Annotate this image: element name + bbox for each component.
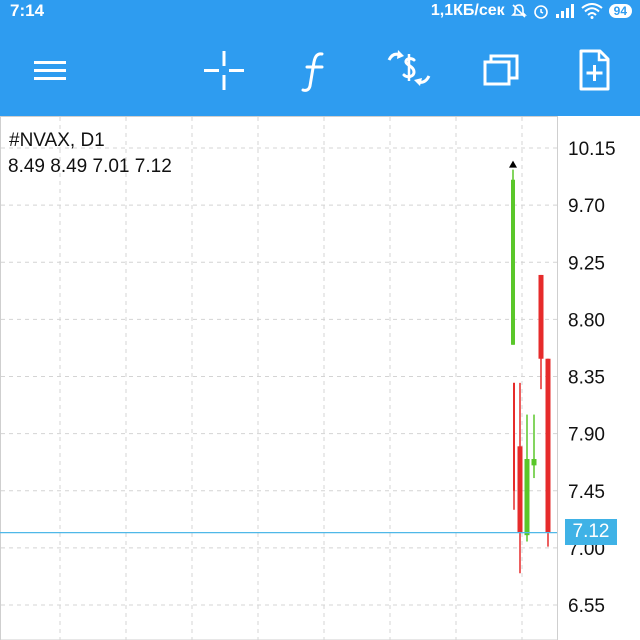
- trade-icon: [387, 50, 431, 86]
- windows-button[interactable]: [477, 46, 525, 94]
- price-axis: 10.159.709.258.808.357.907.457.006.55: [568, 139, 616, 617]
- menu-button[interactable]: [26, 46, 74, 94]
- status-bar: 7:14 1,1КБ/сек 94: [0, 0, 640, 24]
- candle-body: [511, 179, 515, 345]
- windows-icon: [483, 54, 519, 86]
- candle-body: [531, 459, 537, 466]
- candle-body: [513, 382, 515, 491]
- trade-button[interactable]: [385, 46, 433, 94]
- price-axis-label: 7.90: [568, 425, 605, 446]
- signal-icon: [555, 4, 574, 18]
- price-axis-label: 9.25: [568, 253, 605, 274]
- status-time: 7:14: [10, 1, 45, 20]
- price-axis-label: 9.70: [568, 196, 605, 217]
- new-order-icon: [579, 49, 610, 91]
- indicators-icon: [301, 52, 324, 92]
- chart-ohlc-values: 8.49 8.49 7.01 7.12: [8, 156, 172, 177]
- price-chart[interactable]: 10.159.709.258.808.357.907.457.006.55: [0, 116, 640, 640]
- current-price-tag: 7.12: [565, 519, 617, 545]
- status-right: 1,1КБ/сек 94: [431, 0, 632, 22]
- menu-icon: [34, 61, 66, 80]
- price-axis-label: 10.15: [568, 139, 616, 160]
- price-axis-label: 8.80: [568, 310, 605, 331]
- battery-icon: 94: [608, 4, 632, 18]
- indicators-button[interactable]: [292, 46, 340, 94]
- chart-symbol: #NVAX, D1: [9, 130, 105, 151]
- high-marker-icon: [509, 160, 517, 168]
- candle-body: [524, 459, 530, 536]
- wifi-icon: [581, 3, 603, 19]
- alarm-icon: [533, 5, 548, 19]
- chart-border: [0, 116, 558, 640]
- price-axis-label: 7.45: [568, 482, 605, 503]
- network-speed: 1,1КБ/сек: [430, 2, 505, 19]
- candles-group: [509, 160, 551, 574]
- crosshair-button[interactable]: [200, 46, 248, 94]
- chart-grid: [1, 117, 557, 640]
- app-toolbar: [0, 24, 640, 116]
- price-axis-label: 6.55: [568, 596, 605, 617]
- mute-icon: [510, 4, 527, 18]
- candle-body: [538, 274, 544, 359]
- crosshair-icon: [204, 51, 244, 90]
- price-axis-label: 8.35: [568, 368, 605, 389]
- new-order-button[interactable]: [570, 46, 618, 94]
- candle-body: [545, 358, 551, 533]
- candle-body: [517, 446, 523, 533]
